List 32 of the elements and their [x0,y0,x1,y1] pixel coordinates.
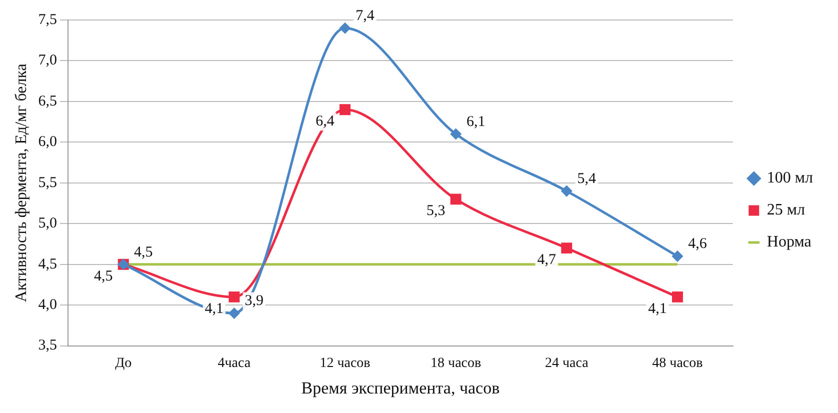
y-axis-title: Активность фермента, Ед/мг белка [12,64,30,302]
x-tick-label: 18 часов [430,356,482,371]
y-tick-label: 3,5 [38,338,57,354]
legend-label: 100 мл [766,170,814,187]
data-label: 4,5 [94,268,113,284]
y-tick-label: 5,5 [38,174,57,191]
data-label: 4,5 [134,244,153,260]
x-tick-label: 4часа [218,356,252,371]
legend-label: 25 мл [766,202,806,219]
legend-label: Норма [766,234,812,251]
y-tick-label: 4,0 [38,297,57,314]
x-tick-label: До [115,356,132,371]
x-axis-title: Время эксперимента, часов [301,378,500,398]
y-tick-label: 6,0 [38,134,57,150]
y-tick-label: 6,5 [38,93,57,110]
data-label: 4,1 [648,300,667,317]
data-label: 7,4 [356,8,375,24]
data-label: 3,9 [244,293,264,310]
y-tick-label: 7,5 [38,12,57,28]
y-tick-label: 5,0 [38,216,57,232]
x-tick-label: 24 часа [544,356,590,371]
data-label: 4,6 [688,236,708,252]
x-tick-label: 48 часов [652,356,704,371]
y-tick-label: 4,5 [38,256,57,272]
x-tick-label: 12 часов [320,356,371,371]
data-label: 6,4 [316,114,335,130]
data-label: 4,7 [537,252,557,268]
y-tick-label: 7,0 [38,52,57,69]
data-label: 4,1 [204,300,224,317]
data-label: 6,1 [466,114,486,130]
data-label: 5,4 [577,170,597,187]
data-label: 5,3 [426,203,446,220]
